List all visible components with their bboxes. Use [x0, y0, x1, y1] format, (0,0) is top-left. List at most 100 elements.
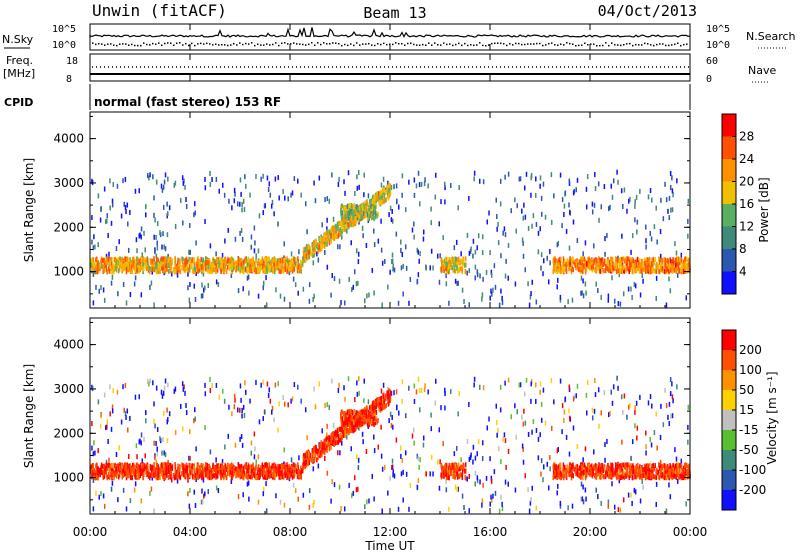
power-cell: [392, 218, 394, 224]
velocity-cell: [445, 487, 448, 493]
power-cell: [150, 266, 152, 272]
power-cell: [262, 173, 264, 179]
velocity-cell: [402, 497, 404, 503]
nsearch-point: [218, 44, 220, 46]
power-cell: [331, 233, 334, 239]
power-cell: [633, 281, 636, 287]
power-cell: [682, 269, 685, 275]
power-cell: [294, 282, 297, 288]
power-cell: [303, 255, 305, 261]
velocity-cell: [145, 418, 147, 424]
velocity-cell: [568, 384, 571, 390]
power-cell: [286, 268, 288, 274]
velocity-cell: [413, 427, 415, 433]
power-cell: [235, 264, 237, 270]
velocity-cell: [153, 401, 155, 407]
velocity-cell: [476, 478, 479, 484]
velocity-cell: [174, 429, 177, 435]
power-cell: [127, 221, 129, 227]
power-cell: [274, 266, 277, 272]
power-cell: [667, 258, 669, 264]
power-cell: [223, 262, 226, 268]
velocity-cell: [270, 468, 273, 474]
power-cell: [416, 247, 419, 253]
power-cell: [388, 191, 390, 197]
velocity-cell: [582, 457, 584, 463]
power-cell: [319, 236, 321, 242]
velocity-cell: [212, 463, 214, 469]
power-cell: [216, 267, 219, 273]
power-cell: [474, 275, 476, 281]
velocity-cell: [607, 499, 610, 505]
power-cell: [388, 187, 390, 193]
nsearch-point: [101, 43, 103, 45]
velocity-cell: [166, 407, 168, 413]
power-cell: [138, 265, 140, 271]
velocity-cell: [253, 431, 256, 437]
power-cell: [357, 251, 360, 257]
velocity-cell: [157, 467, 160, 473]
power-cell: [620, 188, 623, 194]
power-cell: [481, 234, 484, 240]
power-cell: [133, 281, 136, 287]
cpid-label: CPID: [4, 96, 33, 109]
power-cell: [191, 267, 194, 273]
power-cell: [490, 272, 493, 278]
nsearch-point: [239, 42, 241, 44]
velocity-cell: [593, 408, 596, 414]
power-cell: [669, 171, 672, 177]
power-cell: [105, 264, 108, 270]
velocity-cell: [458, 391, 460, 397]
power-cell: [94, 244, 96, 250]
power-cell: [611, 194, 614, 200]
velocity-cell: [189, 455, 191, 461]
power-cell: [189, 259, 191, 265]
power-cell: [642, 278, 644, 284]
velocity-cell: [170, 466, 173, 472]
power-cell: [591, 209, 594, 215]
power-cell: [604, 268, 607, 274]
power-cell: [552, 269, 555, 275]
power-cell: [646, 257, 649, 263]
velocity-cell: [400, 453, 402, 459]
power-cell: [237, 256, 240, 262]
power-cell: [293, 176, 296, 182]
nsearch-point: [305, 44, 307, 46]
velocity-cell: [133, 487, 136, 493]
power-cell: [342, 223, 344, 229]
power-cell: [677, 261, 679, 267]
power-cell: [384, 187, 387, 193]
power-cell: [518, 176, 521, 182]
velocity-cell: [314, 404, 317, 410]
power-cell: [145, 204, 147, 210]
velocity-cell: [639, 394, 641, 400]
velocity-cell: [633, 487, 636, 493]
power-cell: [590, 257, 592, 263]
velocity-cell: [382, 382, 385, 388]
velocity-cell: [651, 403, 653, 409]
power-cell: [127, 247, 130, 253]
velocity-cell: [207, 488, 210, 494]
velocity-cell: [316, 457, 318, 463]
nsearch-point: [314, 44, 316, 47]
power-cell: [368, 292, 370, 298]
power-cell: [308, 244, 310, 250]
power-cell: [655, 295, 658, 301]
velocity-cell: [415, 389, 418, 395]
velocity-cell: [277, 427, 279, 433]
nsearch-point: [221, 43, 223, 46]
power-cell: [679, 259, 681, 265]
velocity-cell: [561, 403, 564, 409]
velocity-cell: [597, 387, 600, 393]
velocity-cell: [115, 472, 117, 478]
power-cell: [523, 185, 526, 191]
nsearch-point: [680, 44, 682, 47]
velocity-cell: [232, 463, 234, 469]
velocity-cell: [388, 418, 390, 424]
velocity-cell: [113, 475, 115, 481]
velocity-cell: [250, 474, 252, 480]
power-cell: [550, 172, 553, 178]
velocity-cell: [262, 474, 265, 480]
nsearch-point: [242, 43, 244, 46]
power-cell: [576, 263, 578, 269]
